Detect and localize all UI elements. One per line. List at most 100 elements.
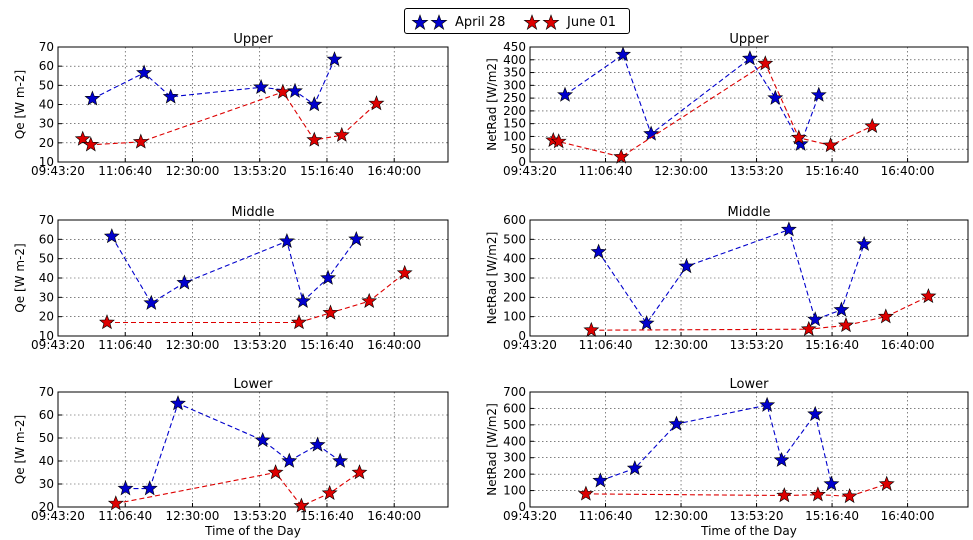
y-tick-label: 200	[503, 467, 526, 481]
plot-frame	[529, 46, 969, 163]
y-tick-label: 50	[511, 142, 526, 156]
data-point-star-april-28	[348, 230, 365, 247]
subplot-title: Middle	[728, 205, 771, 220]
y-tick-label: 200	[503, 290, 526, 304]
legend-label: April 28	[455, 14, 506, 30]
data-point-star-april-28	[287, 82, 303, 98]
x-axis-label: Time of the Day	[700, 524, 797, 538]
y-tick-label: 600	[503, 213, 526, 227]
y-tick-label: 100	[503, 484, 526, 498]
data-point-star-april-28	[170, 395, 186, 411]
x-tick-label: 16:40:00	[881, 164, 935, 178]
y-tick-label: 300	[503, 451, 526, 465]
series-line-june-01	[82, 91, 377, 146]
y-tick-label: 100	[503, 310, 526, 324]
data-point-star-june-01	[99, 314, 115, 330]
subplot-title: Lower	[730, 377, 770, 392]
x-tick-label: 09:43:20	[503, 164, 557, 178]
x-tick-label: 13:53:20	[233, 509, 287, 523]
y-tick-label: 10	[39, 329, 54, 343]
plot-frame	[57, 219, 449, 337]
data-point-star-april-28	[309, 436, 326, 452]
legend-label: June 01	[567, 14, 616, 30]
y-tick-label: 700	[503, 385, 526, 399]
x-tick-label: 16:40:00	[881, 509, 935, 523]
y-tick-label: 60	[39, 59, 54, 73]
x-tick-label: 09:43:20	[31, 164, 85, 178]
data-point-star-june-01	[293, 497, 310, 513]
x-tick-label: 15:16:40	[300, 164, 354, 178]
y-axis-label: NetRad [W/m2]	[485, 232, 499, 325]
y-tick-label: 30	[39, 477, 54, 491]
y-tick-label: 250	[503, 91, 526, 105]
subplot-6: 09:43:20 11:06:40 12:30:00 13:53:20 15:16:40…	[485, 377, 969, 538]
data-point-star-june-01	[361, 292, 378, 308]
y-tick-label: 30	[39, 117, 54, 131]
x-tick-label: 13:53:20	[730, 509, 784, 523]
star-icon	[430, 14, 448, 30]
y-tick-label: 70	[39, 385, 54, 399]
data-point-star-april-28	[279, 232, 295, 248]
y-tick-label: 20	[39, 500, 54, 514]
data-point-star-june-01	[267, 464, 284, 480]
data-point-star-june-01	[82, 136, 99, 152]
star-icon	[411, 14, 429, 30]
data-point-star-april-28	[767, 89, 784, 105]
y-tick-label: 0	[518, 500, 526, 514]
x-tick-label: 09:43:20	[31, 509, 85, 523]
x-tick-label: 16:40:00	[367, 338, 421, 352]
series-line-april-28	[125, 402, 341, 490]
y-tick-label: 200	[503, 104, 526, 118]
data-point-star-april-28	[833, 301, 850, 317]
data-point-star-june-01	[864, 117, 881, 133]
y-tick-label: 40	[39, 98, 54, 112]
legend: April 28 June 01	[404, 8, 630, 34]
data-point-star-june-01	[841, 487, 858, 504]
data-point-star-june-01	[396, 264, 413, 280]
data-point-star-june-01	[790, 129, 807, 145]
x-tick-label: 13:53:20	[730, 338, 784, 352]
x-tick-label: 09:43:20	[503, 338, 557, 352]
x-tick-label: 12:30:00	[166, 338, 220, 352]
data-point-star-june-01	[550, 133, 567, 149]
x-tick-label: 16:40:00	[367, 509, 421, 523]
data-point-star-june-01	[321, 484, 338, 500]
x-tick-label: 13:53:20	[730, 164, 784, 178]
data-point-star-june-01	[613, 148, 630, 164]
y-tick-label: 500	[503, 418, 526, 432]
data-point-star-april-28	[281, 452, 298, 468]
data-point-star-april-28	[823, 475, 840, 491]
data-point-star-april-28	[326, 51, 343, 67]
y-tick-label: 100	[503, 129, 526, 143]
y-tick-label: 400	[503, 53, 526, 67]
series-line-april-28	[598, 228, 865, 325]
x-tick-label: 16:40:00	[881, 338, 935, 352]
data-point-star-april-28	[638, 315, 655, 331]
data-point-star-april-28	[306, 96, 323, 112]
y-tick-label: 70	[39, 40, 54, 54]
data-point-star-april-28	[143, 294, 160, 310]
data-point-star-june-01	[291, 314, 307, 330]
y-axis-label: Qe [W m-2]	[13, 70, 27, 139]
data-point-star-june-01	[274, 83, 291, 99]
x-tick-label: 12:30:00	[166, 509, 220, 523]
data-point-star-april-28	[84, 90, 101, 106]
y-tick-label: 400	[503, 434, 526, 448]
y-tick-label: 600	[503, 401, 526, 415]
x-tick-label: 11:06:40	[98, 509, 152, 523]
data-point-star-april-28	[856, 235, 872, 251]
data-point-star-april-28	[176, 274, 193, 290]
data-point-star-june-01	[822, 137, 839, 153]
series-line-april-28	[111, 236, 357, 304]
y-tick-label: 40	[39, 454, 54, 468]
legend-marker-blue-stars	[411, 14, 448, 30]
y-tick-label: 150	[503, 117, 526, 131]
y-tick-label: 0	[518, 329, 526, 343]
data-point-star-june-01	[878, 475, 895, 491]
data-point-star-june-01	[306, 131, 323, 147]
data-point-star-june-01	[74, 130, 91, 146]
x-tick-label: 09:43:20	[503, 509, 557, 523]
data-point-star-april-28	[678, 258, 695, 274]
y-tick-label: 20	[39, 310, 54, 324]
series-line-june-01	[591, 295, 929, 331]
